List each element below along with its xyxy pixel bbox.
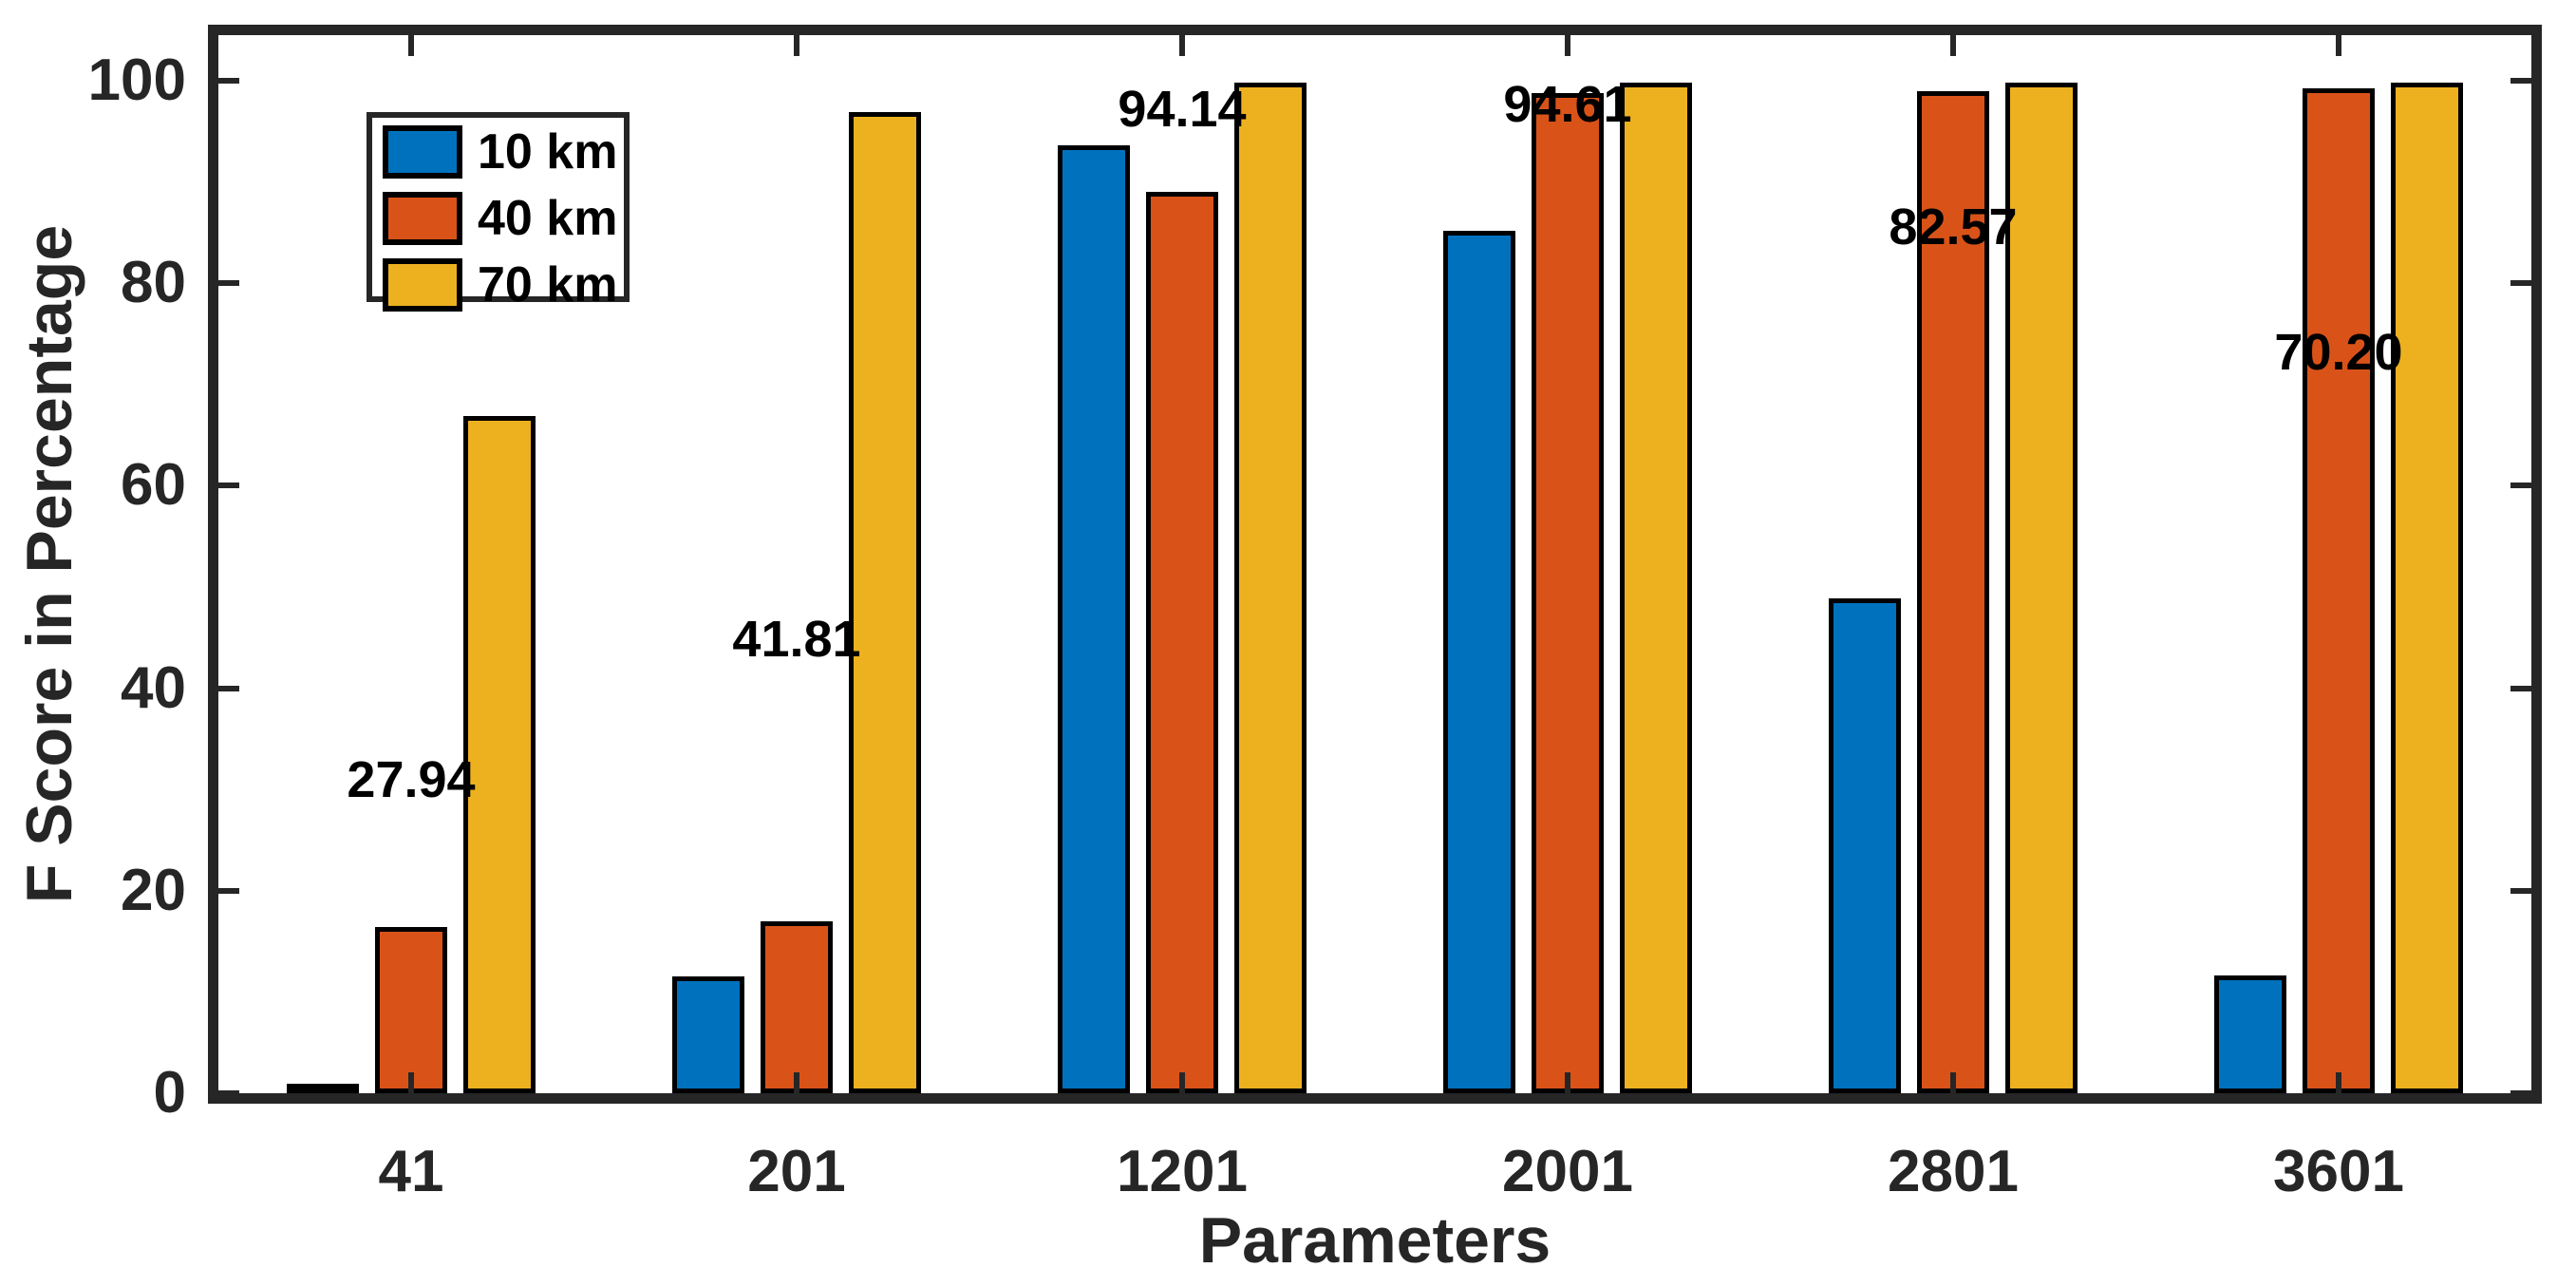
x-tick-top-41: [408, 35, 414, 56]
bar-10km-41: [287, 1084, 359, 1093]
x-tick-top-201: [794, 35, 799, 56]
bar-70km-201: [849, 112, 921, 1093]
bar-10km-2001: [1443, 231, 1515, 1093]
bar-10km-201: [672, 976, 744, 1093]
bar-value-annotation: 70.20: [2274, 323, 2403, 381]
y-tick-label: 100: [87, 47, 186, 113]
y-tick-right-40: [2510, 685, 2531, 691]
y-tick-label: 60: [121, 452, 186, 519]
x-tick-3601: [2336, 1072, 2341, 1093]
bar-70km-2001: [1620, 83, 1692, 1093]
x-tick-top-2001: [1565, 35, 1570, 56]
x-tick-top-3601: [2336, 35, 2341, 56]
bar-40km-201: [761, 921, 833, 1093]
y-tick-right-80: [2510, 280, 2531, 287]
bar-value-annotation: 94.61: [1503, 76, 1632, 134]
legend-item: 10 km: [383, 125, 624, 179]
x-tick-201: [794, 1072, 799, 1093]
y-tick-0: [218, 1090, 239, 1096]
y-tick-right-60: [2510, 483, 2531, 489]
legend-swatch-40km: [383, 192, 462, 245]
y-tick-label: 20: [121, 857, 186, 923]
y-tick-20: [218, 887, 239, 894]
x-tick-label: 2801: [1888, 1139, 2019, 1204]
legend-item: 40 km: [383, 192, 624, 245]
bar-10km-2801: [1829, 598, 1901, 1093]
x-tick-label: 201: [747, 1139, 846, 1204]
x-tick-1201: [1179, 1072, 1185, 1093]
y-axis-label: F Score in Percentage: [13, 224, 85, 904]
plot-inner: [218, 35, 2531, 1096]
x-tick-2001: [1565, 1072, 1570, 1093]
bar-value-annotation: 82.57: [1889, 198, 2018, 256]
x-tick-2801: [1950, 1072, 1956, 1093]
bar-70km-41: [463, 416, 536, 1093]
legend-swatch-10km: [383, 125, 462, 179]
y-tick-right-0: [2510, 1090, 2531, 1096]
y-tick-label: 80: [121, 250, 186, 316]
y-tick-60: [218, 483, 239, 489]
x-tick-label: 2001: [1502, 1139, 1633, 1204]
legend-swatch-70km: [383, 258, 462, 312]
x-axis-label: Parameters: [1198, 1204, 1551, 1277]
y-tick-100: [218, 77, 239, 84]
y-tick-label: 0: [153, 1060, 186, 1126]
x-tick-top-2801: [1950, 35, 1956, 56]
y-tick-right-20: [2510, 887, 2531, 894]
bar-value-annotation: 41.81: [732, 611, 861, 669]
bar-70km-1201: [1234, 83, 1307, 1093]
y-tick-80: [218, 280, 239, 287]
legend-item: 70 km: [383, 258, 624, 312]
x-tick-label: 1201: [1117, 1139, 1248, 1204]
bar-value-annotation: 94.14: [1118, 81, 1247, 139]
x-tick-41: [408, 1072, 414, 1093]
x-tick-top-1201: [1179, 35, 1185, 56]
bar-40km-1201: [1146, 192, 1218, 1093]
bar-40km-2801: [1917, 91, 1989, 1093]
y-tick-right-100: [2510, 77, 2531, 84]
y-tick-40: [218, 685, 239, 691]
y-tick-label: 40: [121, 654, 186, 721]
legend-label: 10 km: [478, 124, 618, 180]
legend-label: 40 km: [478, 191, 618, 246]
bar-40km-3601: [2303, 88, 2375, 1093]
legend: 10 km 40 km 70 km: [367, 112, 630, 312]
bar-70km-3601: [2391, 83, 2463, 1093]
legend-label: 70 km: [478, 257, 618, 312]
x-tick-label: 3601: [2273, 1139, 2404, 1204]
bar-value-annotation: 27.94: [347, 751, 476, 809]
x-tick-label: 41: [378, 1139, 444, 1204]
bar-70km-2801: [2005, 83, 2078, 1093]
bar-40km-41: [375, 927, 447, 1093]
bar-40km-2001: [1532, 93, 1604, 1093]
bar-10km-3601: [2214, 975, 2286, 1093]
bar-10km-1201: [1058, 145, 1130, 1093]
